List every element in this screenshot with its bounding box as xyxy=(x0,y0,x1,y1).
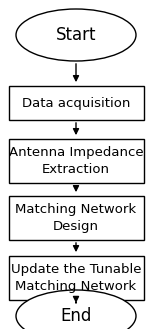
Ellipse shape xyxy=(16,9,136,61)
FancyBboxPatch shape xyxy=(9,86,144,120)
Ellipse shape xyxy=(16,290,136,329)
Text: Start: Start xyxy=(56,26,96,44)
Text: Antenna Impedance
Extraction: Antenna Impedance Extraction xyxy=(9,146,143,176)
FancyBboxPatch shape xyxy=(9,139,144,183)
FancyBboxPatch shape xyxy=(9,256,144,300)
Text: Matching Network
Design: Matching Network Design xyxy=(15,203,137,233)
Text: End: End xyxy=(60,307,92,325)
Text: Data acquisition: Data acquisition xyxy=(22,96,130,110)
Text: Update the Tunable
Matching Network: Update the Tunable Matching Network xyxy=(11,263,141,293)
FancyBboxPatch shape xyxy=(9,196,144,240)
